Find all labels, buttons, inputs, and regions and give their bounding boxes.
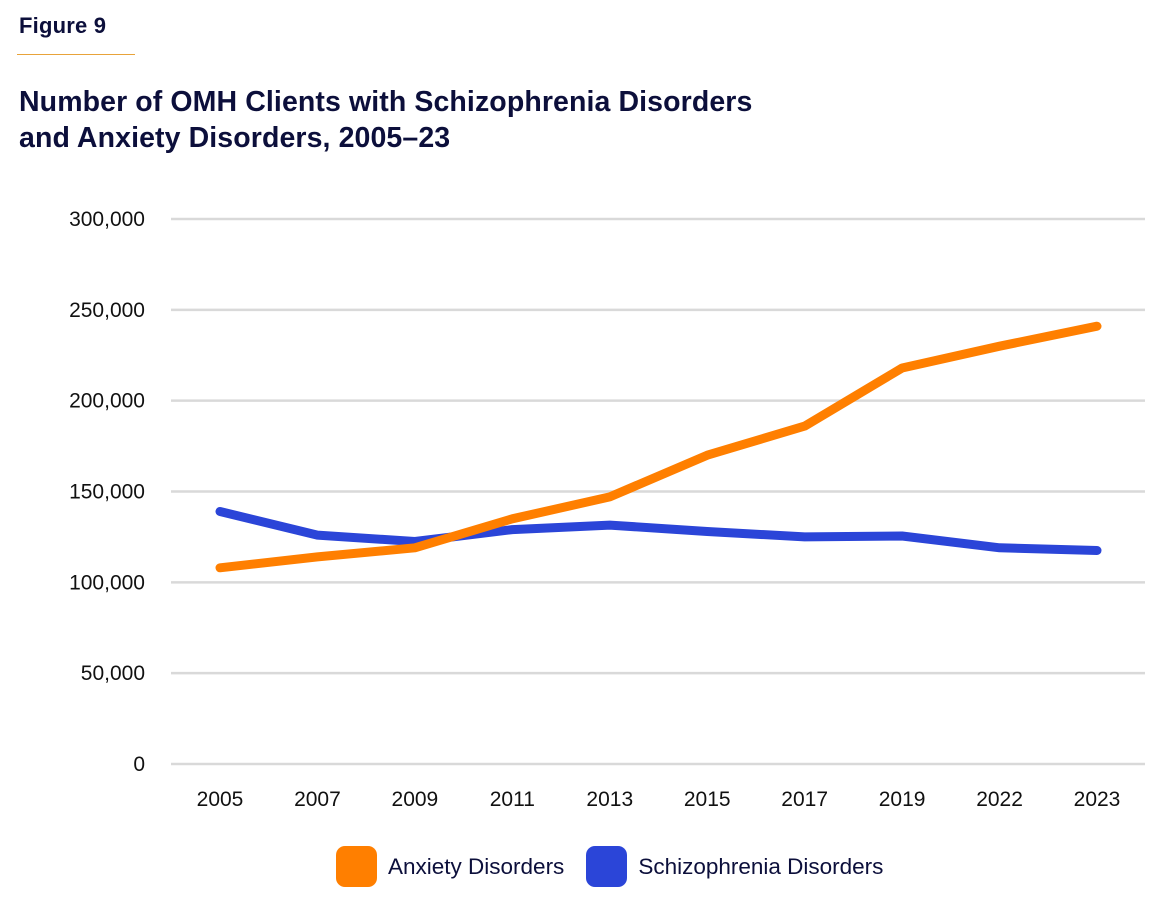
legend: Anxiety Disorders Schizophrenia Disorder… bbox=[336, 846, 905, 887]
x-tick-label: 2023 bbox=[1074, 788, 1121, 811]
chart-title-line-2: and Anxiety Disorders, 2005–23 bbox=[19, 122, 451, 154]
x-tick-label: 2009 bbox=[392, 788, 439, 811]
x-tick-label: 2019 bbox=[879, 788, 926, 811]
gridlines bbox=[171, 217, 1145, 766]
x-tick-label: 2011 bbox=[490, 788, 535, 811]
y-tick-label: 50,000 bbox=[81, 662, 145, 685]
legend-label-anxiety: Anxiety Disorders bbox=[388, 853, 565, 879]
x-tick-label: 2007 bbox=[294, 788, 341, 811]
y-tick-label: 250,000 bbox=[69, 299, 145, 322]
y-tick-label: 200,000 bbox=[69, 390, 145, 413]
y-tick-label: 300,000 bbox=[69, 208, 145, 231]
x-tick-label: 2015 bbox=[684, 788, 731, 811]
x-tick-label: 2017 bbox=[781, 788, 828, 811]
legend-label-schizophrenia: Schizophrenia Disorders bbox=[638, 853, 884, 879]
y-tick-label: 150,000 bbox=[69, 481, 145, 504]
series-line-anxiety-disorders bbox=[215, 321, 1102, 573]
chart-title: Number of OMH Clients with Schizophrenia… bbox=[19, 84, 752, 156]
legend-item-anxiety: Anxiety Disorders bbox=[336, 846, 564, 887]
chart-title-line-1: Number of OMH Clients with Schizophrenia… bbox=[19, 86, 753, 118]
legend-swatch-schizophrenia bbox=[586, 846, 628, 887]
x-axis-ticks: 2005 2007 2009 2011 2013 2015 2017 2019 2022 2023 bbox=[197, 788, 1121, 811]
x-tick-label: 2005 bbox=[197, 788, 244, 811]
figure-label: Figure 9 bbox=[19, 13, 107, 38]
y-tick-label: 0 bbox=[133, 753, 145, 776]
x-tick-label: 2013 bbox=[586, 788, 633, 811]
series-line-schizophrenia-disorders bbox=[215, 507, 1102, 555]
figure-label-underline bbox=[17, 54, 135, 55]
y-axis-ticks: 0 50,000 100,000 150,000 200,000 250,000 300,0… bbox=[69, 208, 145, 776]
x-tick-label: 2022 bbox=[976, 788, 1023, 811]
series-lines bbox=[215, 321, 1102, 573]
y-tick-label: 100,000 bbox=[69, 571, 145, 594]
legend-swatch-anxiety bbox=[336, 846, 377, 887]
legend-item-schizophrenia: Schizophrenia Disorders bbox=[586, 846, 883, 887]
